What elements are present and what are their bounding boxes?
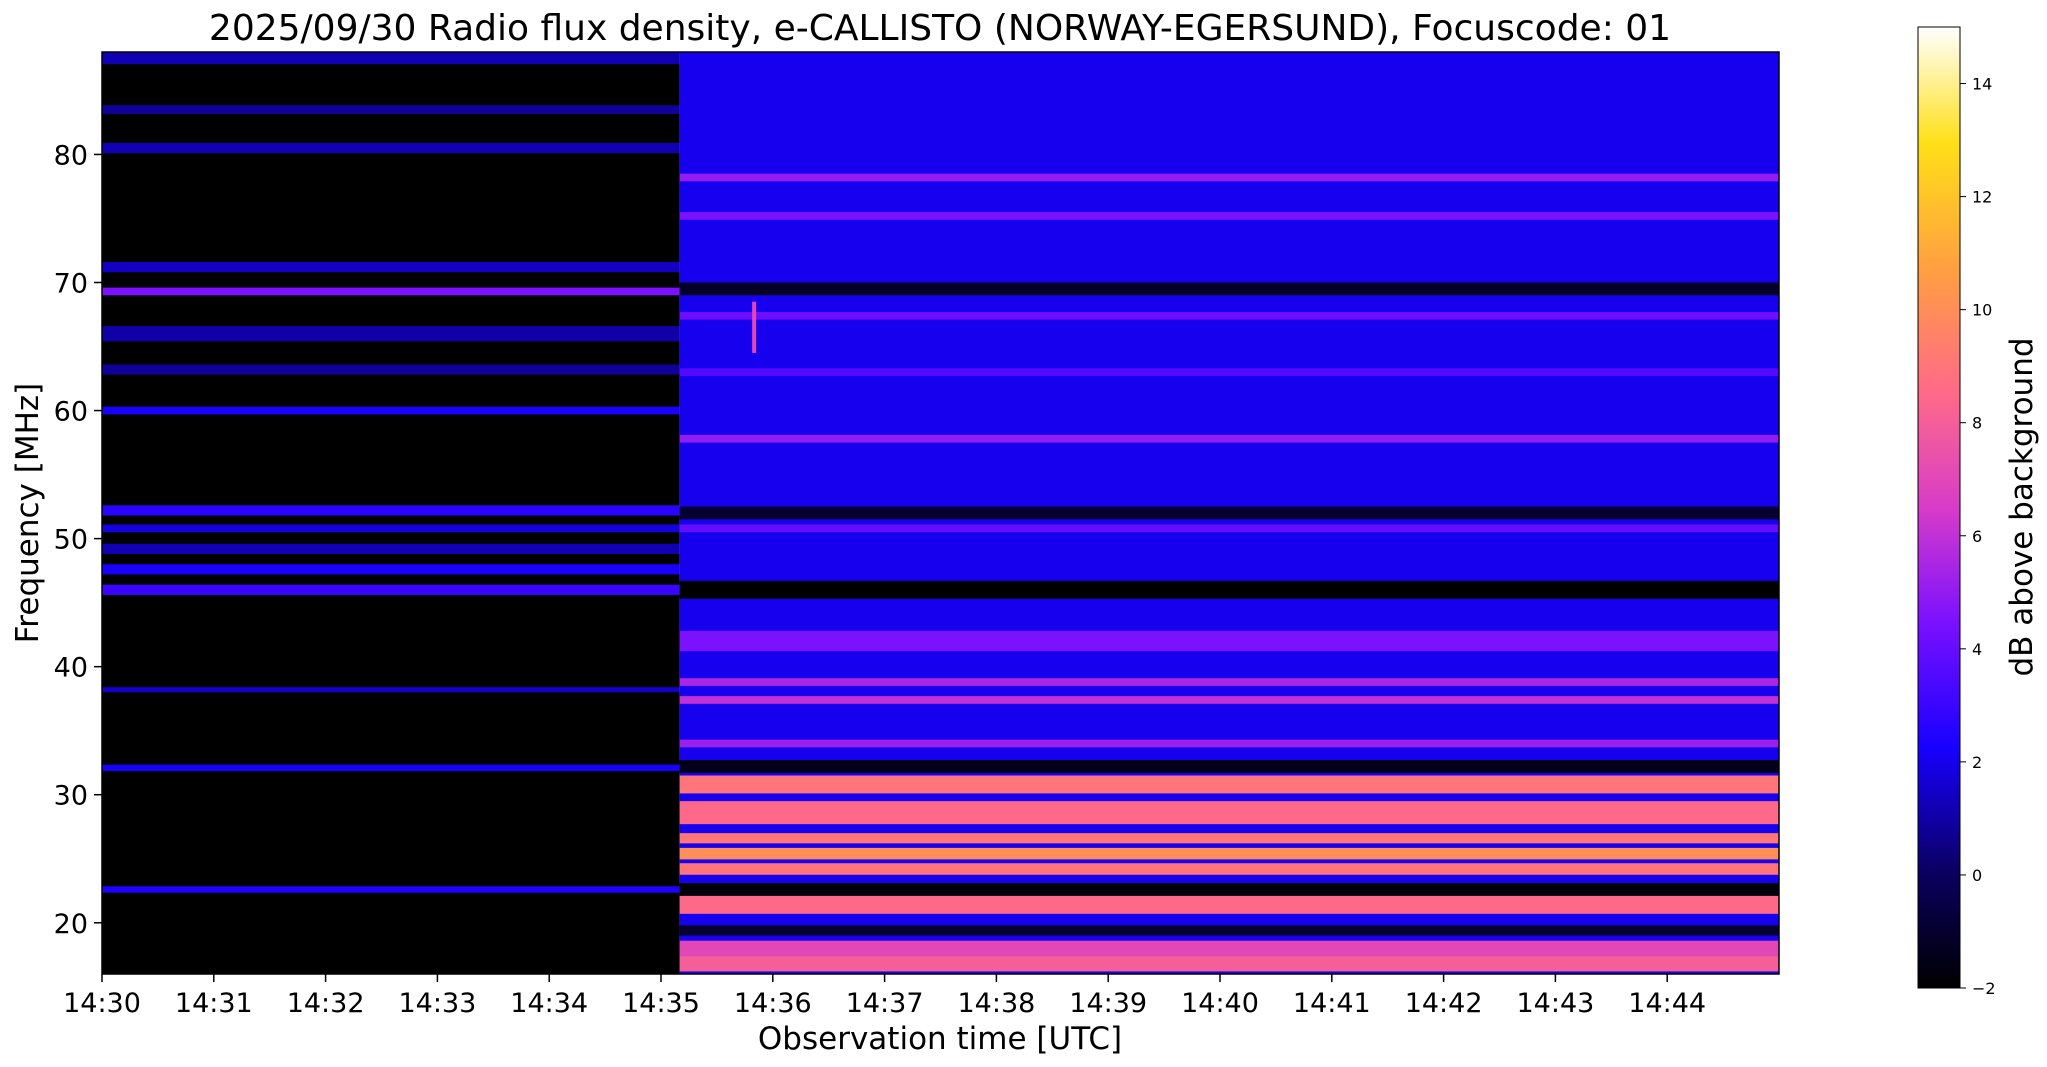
colorbar-tick-label: 0 [1972,866,1982,885]
heatmap-band [102,886,680,893]
y-tick-label: 30 [54,781,88,812]
heatmap-band [679,775,1779,794]
heatmap-band [679,678,1779,686]
y-tick-label: 70 [54,269,88,300]
heatmap-band [679,524,1779,533]
colorbar-tick-label: 14 [1972,75,1992,94]
heatmap-band [679,630,1779,652]
heatmap-band [679,282,1779,296]
heatmap-band [102,364,680,375]
heatmap-band [679,506,1779,520]
heatmap-band [102,406,680,415]
heatmap-band [679,863,1779,875]
heatmap-band [679,212,1779,220]
y-tick-label: 20 [54,909,88,940]
x-tick-label: 14:44 [1628,988,1706,1019]
x-tick-label: 14:38 [957,988,1035,1019]
y-tick-label: 50 [54,525,88,556]
colorbar-tick-label: 10 [1972,301,1992,320]
heatmap-band [102,764,680,772]
heatmap-band [679,739,1779,748]
heatmap-band [102,524,680,533]
x-tick-label: 14:41 [1293,988,1371,1019]
heatmap-band [679,696,1779,704]
heatmap-band [102,287,680,296]
heatmap-band [102,326,680,342]
x-tick-label: 14:34 [510,988,588,1019]
heatmap-band [679,956,1779,972]
heatmap-band [679,580,1779,599]
y-tick-label: 60 [54,397,88,428]
heatmap-band [102,584,680,595]
y-axis-label: Frequency [MHz] [10,383,46,644]
chart-title: 2025/09/30 Radio flux density, e-CALLIST… [209,8,1671,49]
heatmap-band [679,368,1779,376]
x-tick-label: 14:43 [1516,988,1594,1019]
heatmap-band [679,311,1779,320]
heatmap-band [679,434,1779,443]
colorbar-tick-label: 4 [1972,640,1982,659]
heatmap-band [102,262,680,273]
heatmap-band [102,505,680,516]
heatmap-band [679,847,1779,860]
heatmap-band [679,760,1779,773]
heatmap-band [102,142,680,154]
x-axis: 14:30 14:31 14:32 14:33 14:34 14:35 14:36 14:37… [63,974,1706,1019]
heatmap-band [679,801,1779,825]
heatmap-band [679,940,1779,957]
x-tick-label: 14:39 [1069,988,1147,1019]
x-axis-label: Observation time [UTC] [758,1021,1122,1057]
colorbar-tick-label: 12 [1972,188,1992,207]
colorbar-tick-label: 2 [1972,753,1982,772]
x-tick-label: 14:31 [175,988,253,1019]
heatmap-band [102,564,680,575]
colorbar-ticks: −2 0 2 4 6 8 10 12 14 [1960,75,1996,998]
colorbar [1917,26,1961,989]
heatmap-band [102,543,680,554]
colorbar-label: dB above background [2004,337,2040,676]
burst-event [752,301,757,353]
colorbar-tick-label: −2 [1972,979,1996,998]
colorbar-tick-label: 8 [1972,414,1982,433]
heatmap-band [102,52,680,65]
heatmap-band [679,883,1779,896]
heatmap-band [679,895,1779,914]
colorbar-tick-label: 6 [1972,527,1982,546]
heatmap-band [102,687,680,693]
y-tick-label: 80 [54,140,88,171]
heatmap-band [102,105,680,115]
x-tick-label: 14:42 [1405,988,1483,1019]
y-axis: 20 30 40 50 60 70 80 [54,140,102,940]
x-tick-label: 14:33 [398,988,476,1019]
x-tick-label: 14:35 [622,988,700,1019]
y-tick-label: 40 [54,653,88,684]
heatmap-area [102,52,1779,974]
heatmap-band [679,173,1779,182]
heatmap-band [679,925,1779,936]
plot-frame [101,51,1780,975]
heatmap-band [679,833,1779,844]
x-tick-label: 14:32 [287,988,365,1019]
x-tick-label: 14:36 [734,988,812,1019]
x-tick-label: 14:40 [1181,988,1259,1019]
x-tick-label: 14:37 [846,988,924,1019]
x-tick-label: 14:30 [63,988,141,1019]
